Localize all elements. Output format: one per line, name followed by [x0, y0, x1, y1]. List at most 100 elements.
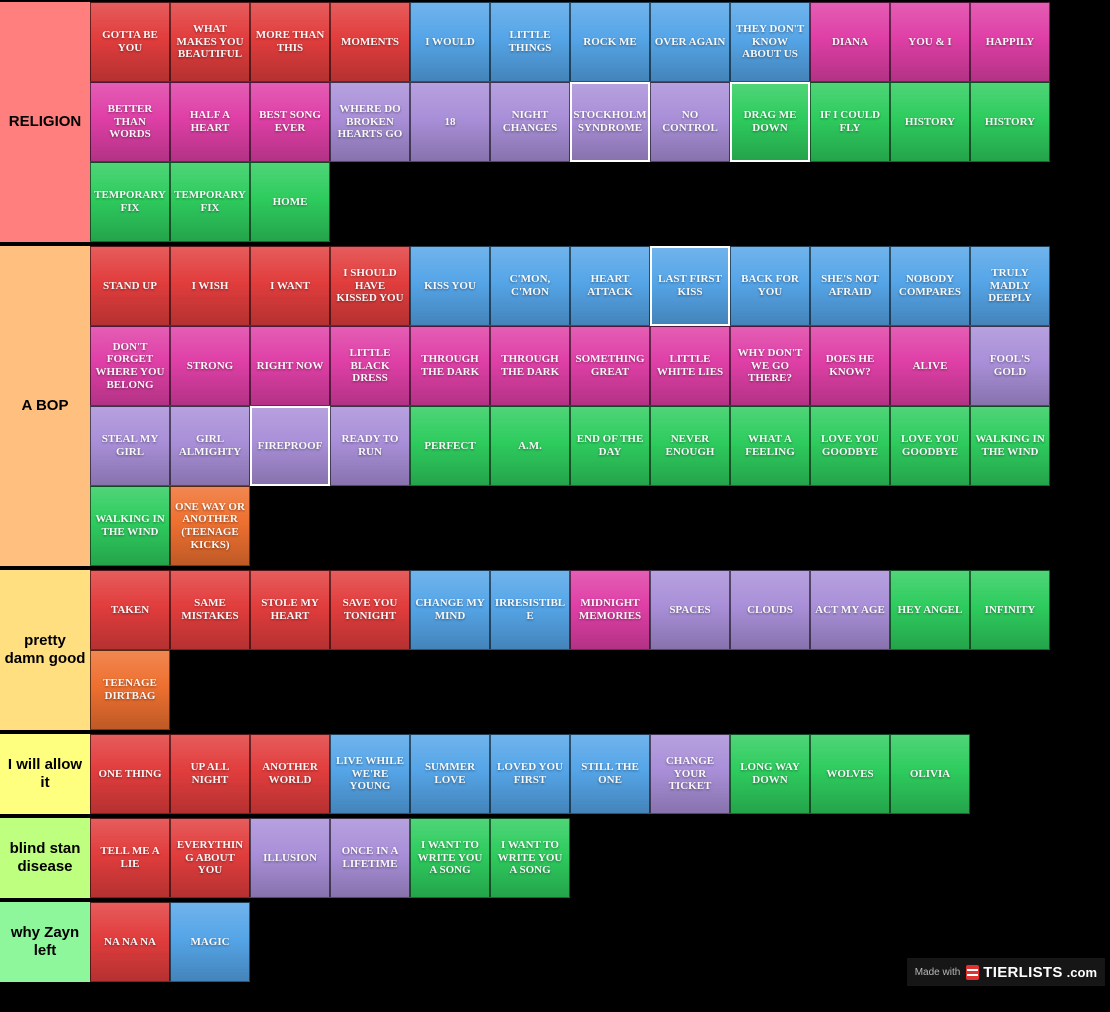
song-card[interactable]: I WOULD [410, 2, 490, 82]
song-card[interactable]: OLIVIA [890, 734, 970, 814]
song-card[interactable]: I WANT [250, 246, 330, 326]
song-card[interactable]: TEMPORARY FIX [90, 162, 170, 242]
song-card[interactable]: OVER AGAIN [650, 2, 730, 82]
song-card[interactable]: THROUGH THE DARK [490, 326, 570, 406]
song-card[interactable]: UP ALL NIGHT [170, 734, 250, 814]
song-card[interactable]: HOME [250, 162, 330, 242]
song-card[interactable]: INFINITY [970, 570, 1050, 650]
song-card[interactable]: THROUGH THE DARK [410, 326, 490, 406]
song-card[interactable]: ANOTHER WORLD [250, 734, 330, 814]
song-card[interactable]: TEENAGE DIRTBAG [90, 650, 170, 730]
song-card[interactable]: LITTLE BLACK DRESS [330, 326, 410, 406]
song-card[interactable]: CLOUDS [730, 570, 810, 650]
song-card[interactable]: LOVE YOU GOODBYE [810, 406, 890, 486]
song-card[interactable]: READY TO RUN [330, 406, 410, 486]
song-card[interactable]: SAME MISTAKES [170, 570, 250, 650]
song-card[interactable]: KISS YOU [410, 246, 490, 326]
song-card[interactable]: NO CONTROL [650, 82, 730, 162]
song-card[interactable]: STAND UP [90, 246, 170, 326]
song-card[interactable]: I WANT TO WRITE YOU A SONG [410, 818, 490, 898]
song-card[interactable]: C'MON, C'MON [490, 246, 570, 326]
song-card[interactable]: NA NA NA [90, 902, 170, 982]
song-card[interactable]: BACK FOR YOU [730, 246, 810, 326]
song-card[interactable]: LITTLE WHITE LIES [650, 326, 730, 406]
song-card[interactable]: DON'T FORGET WHERE YOU BELONG [90, 326, 170, 406]
song-card[interactable]: ONE THING [90, 734, 170, 814]
song-card[interactable]: EVERYTHING ABOUT YOU [170, 818, 250, 898]
song-card[interactable]: NIGHT CHANGES [490, 82, 570, 162]
song-card[interactable]: ONE WAY OR ANOTHER (TEENAGE KICKS) [170, 486, 250, 566]
song-card[interactable]: WHY DON'T WE GO THERE? [730, 326, 810, 406]
song-card[interactable]: LITTLE THINGS [490, 2, 570, 82]
song-card[interactable]: SAVE YOU TONIGHT [330, 570, 410, 650]
song-card[interactable]: TRULY MADLY DEEPLY [970, 246, 1050, 326]
song-card[interactable]: LOVED YOU FIRST [490, 734, 570, 814]
song-card[interactable]: LONG WAY DOWN [730, 734, 810, 814]
song-card[interactable]: GOTTA BE YOU [90, 2, 170, 82]
song-card[interactable]: NEVER ENOUGH [650, 406, 730, 486]
song-card[interactable]: DIANA [810, 2, 890, 82]
song-card[interactable]: TEMPORARY FIX [170, 162, 250, 242]
song-card[interactable]: GIRL ALMIGHTY [170, 406, 250, 486]
song-card[interactable]: SPACES [650, 570, 730, 650]
song-card[interactable]: LOVE YOU GOODBYE [890, 406, 970, 486]
song-card[interactable]: A.M. [490, 406, 570, 486]
song-card[interactable]: I SHOULD HAVE KISSED YOU [330, 246, 410, 326]
song-card[interactable]: 18 [410, 82, 490, 162]
song-card[interactable]: YOU & I [890, 2, 970, 82]
song-card[interactable]: IF I COULD FLY [810, 82, 890, 162]
song-card[interactable]: MOMENTS [330, 2, 410, 82]
song-card[interactable]: DRAG ME DOWN [730, 82, 810, 162]
song-card[interactable]: RIGHT NOW [250, 326, 330, 406]
song-card[interactable]: LAST FIRST KISS [650, 246, 730, 326]
song-card[interactable]: HEY ANGEL [890, 570, 970, 650]
song-card[interactable]: I WANT TO WRITE YOU A SONG [490, 818, 570, 898]
song-title: LITTLE WHITE LIES [656, 353, 724, 378]
song-card[interactable]: LIVE WHILE WE'RE YOUNG [330, 734, 410, 814]
song-card[interactable]: WHERE DO BROKEN HEARTS GO [330, 82, 410, 162]
song-card[interactable]: CHANGE MY MIND [410, 570, 490, 650]
song-card[interactable]: ACT MY AGE [810, 570, 890, 650]
song-card[interactable]: TAKEN [90, 570, 170, 650]
song-card[interactable]: ILLUSION [250, 818, 330, 898]
song-card[interactable]: STEAL MY GIRL [90, 406, 170, 486]
song-title: ANOTHER WORLD [262, 761, 318, 786]
song-card[interactable]: IRRESISTIBLE [490, 570, 570, 650]
song-card[interactable]: I WISH [170, 246, 250, 326]
song-card[interactable]: STOCKHOLM SYNDROME [570, 82, 650, 162]
song-card[interactable]: ALIVE [890, 326, 970, 406]
song-card[interactable]: DOES HE KNOW? [810, 326, 890, 406]
song-card[interactable]: HALF A HEART [170, 82, 250, 162]
song-card[interactable]: WOLVES [810, 734, 890, 814]
song-card[interactable]: WALKING IN THE WIND [970, 406, 1050, 486]
song-card[interactable]: HAPPILY [970, 2, 1050, 82]
song-card[interactable]: NOBODY COMPARES [890, 246, 970, 326]
song-card[interactable]: THEY DON'T KNOW ABOUT US [730, 2, 810, 82]
song-card[interactable]: SUMMER LOVE [410, 734, 490, 814]
song-card[interactable]: TELL ME A LIE [90, 818, 170, 898]
song-card[interactable]: PERFECT [410, 406, 490, 486]
song-card[interactable]: FIREPROOF [250, 406, 330, 486]
song-card[interactable]: STILL THE ONE [570, 734, 650, 814]
song-card[interactable]: BEST SONG EVER [250, 82, 330, 162]
song-card[interactable]: ROCK ME [570, 2, 650, 82]
song-card[interactable]: HEART ATTACK [570, 246, 650, 326]
song-card[interactable]: SHE'S NOT AFRAID [810, 246, 890, 326]
song-card[interactable]: WHAT A FEELING [730, 406, 810, 486]
song-card[interactable]: HISTORY [970, 82, 1050, 162]
song-card[interactable]: MIDNIGHT MEMORIES [570, 570, 650, 650]
song-card[interactable]: CHANGE YOUR TICKET [650, 734, 730, 814]
tierlists-link[interactable]: TIERLISTS .com [966, 964, 1097, 981]
song-card[interactable]: FOOL'S GOLD [970, 326, 1050, 406]
song-card[interactable]: ONCE IN A LIFETIME [330, 818, 410, 898]
song-card[interactable]: WALKING IN THE WIND [90, 486, 170, 566]
song-card[interactable]: HISTORY [890, 82, 970, 162]
song-card[interactable]: END OF THE DAY [570, 406, 650, 486]
song-card[interactable]: STRONG [170, 326, 250, 406]
song-card[interactable]: MORE THAN THIS [250, 2, 330, 82]
song-card[interactable]: BETTER THAN WORDS [90, 82, 170, 162]
song-card[interactable]: SOMETHING GREAT [570, 326, 650, 406]
song-card[interactable]: STOLE MY HEART [250, 570, 330, 650]
song-card[interactable]: MAGIC [170, 902, 250, 982]
song-card[interactable]: WHAT MAKES YOU BEAUTIFUL [170, 2, 250, 82]
